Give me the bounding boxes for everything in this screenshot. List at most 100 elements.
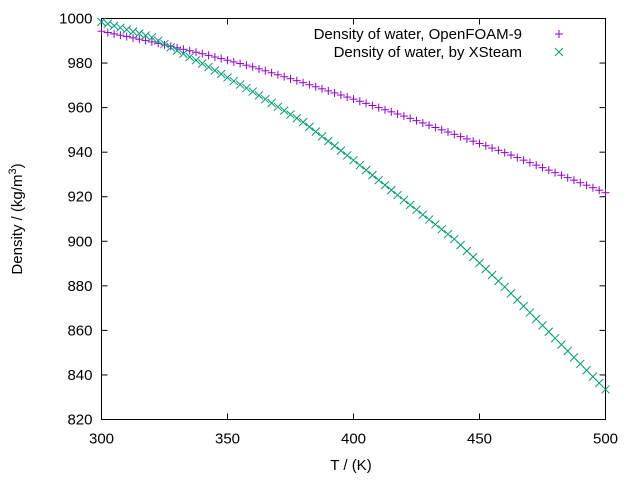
data-point (248, 62, 257, 71)
data-point (129, 33, 137, 42)
legend-marker-openfoam (555, 30, 563, 38)
data-point (318, 84, 326, 93)
data-point (393, 190, 402, 200)
legend-marker-xsteam (554, 47, 564, 57)
data-point (343, 93, 352, 102)
data-point (386, 185, 396, 195)
data-point (418, 118, 427, 127)
data-point (134, 29, 144, 38)
data-point (97, 17, 106, 27)
data-point (298, 117, 308, 127)
data-point (532, 161, 541, 170)
y-axis-label-prefix: Density / (kg/m (9, 175, 26, 275)
data-point (431, 220, 440, 229)
tick-labels: 300 350 400 450 500 820 840 860 880 900 920 940 960 9… (59, 11, 618, 448)
data-point (342, 151, 352, 160)
data-point (425, 121, 434, 130)
data-point (424, 215, 434, 224)
x-tick-label: 350 (215, 431, 240, 448)
data-point (172, 46, 182, 55)
data-point (595, 186, 604, 195)
data-point (500, 148, 509, 157)
data-point (198, 49, 207, 58)
data-point (248, 87, 258, 96)
y-axis-label-superscript: 3 (7, 168, 19, 174)
data-point (393, 109, 402, 118)
y-tick-label: 980 (67, 55, 92, 72)
data-point (443, 229, 453, 239)
data-point (210, 52, 219, 61)
data-point (109, 21, 119, 31)
data-point (576, 178, 585, 187)
data-point (418, 210, 428, 220)
data-point (563, 173, 572, 182)
x-tick-label: 450 (467, 431, 492, 448)
data-point (292, 76, 301, 85)
y-axis-label-suffix: ) (9, 163, 26, 168)
data-point (210, 66, 220, 75)
y-tick-label: 880 (67, 278, 92, 295)
data-point (582, 181, 591, 190)
data-point (349, 155, 358, 165)
data-point (147, 37, 156, 46)
data-point (399, 195, 409, 205)
data-point (128, 27, 138, 36)
x-axis-label: T / (K) (330, 457, 371, 474)
series-0 (97, 27, 610, 197)
data-point (317, 132, 327, 141)
data-point (305, 122, 314, 132)
data-point (160, 39, 169, 49)
data-point (519, 156, 528, 165)
data-point (381, 105, 389, 114)
data-point (469, 137, 478, 146)
data-point (236, 59, 245, 68)
data-point (242, 83, 251, 93)
data-point (153, 36, 163, 46)
data-point (141, 31, 150, 40)
legend-label-xsteam: Density of water, by XSteam (334, 44, 522, 61)
data-point (116, 23, 125, 33)
data-point (601, 188, 610, 197)
data-point (494, 146, 503, 155)
data-point (481, 141, 490, 150)
data-point (488, 144, 497, 153)
data-point (273, 102, 283, 112)
data-point (380, 180, 390, 190)
data-point (570, 176, 578, 185)
data-point (444, 128, 452, 137)
data-point (557, 171, 566, 180)
y-tick-label: 900 (67, 233, 92, 250)
data-point (147, 33, 157, 42)
data-point (551, 168, 560, 177)
legend: Density of water, OpenFOAM-9 Density of … (314, 26, 564, 61)
data-point (116, 31, 125, 40)
data-point (368, 170, 377, 180)
y-tick-label: 820 (67, 412, 92, 429)
data-series (97, 17, 610, 394)
data-point (538, 163, 547, 172)
y-tick-label: 960 (67, 100, 92, 117)
data-point (286, 110, 295, 119)
y-tick-label: 840 (67, 367, 92, 384)
data-point (324, 86, 333, 95)
data-point (122, 32, 131, 41)
data-point (110, 29, 119, 38)
data-point (450, 130, 459, 139)
y-axis-label: Density / (kg/m3) (7, 163, 26, 274)
data-point (601, 385, 610, 394)
data-point (368, 101, 377, 110)
data-point (456, 132, 465, 141)
data-point (299, 78, 308, 87)
data-point (475, 139, 484, 148)
y-tick-label: 860 (67, 322, 92, 339)
data-point (260, 94, 270, 104)
data-point (437, 125, 446, 134)
data-point (437, 224, 447, 234)
data-point (229, 57, 238, 66)
data-point (261, 66, 270, 75)
x-tick-label: 500 (593, 431, 618, 448)
data-point (204, 51, 213, 60)
series-1 (97, 17, 610, 394)
data-point (374, 175, 384, 185)
